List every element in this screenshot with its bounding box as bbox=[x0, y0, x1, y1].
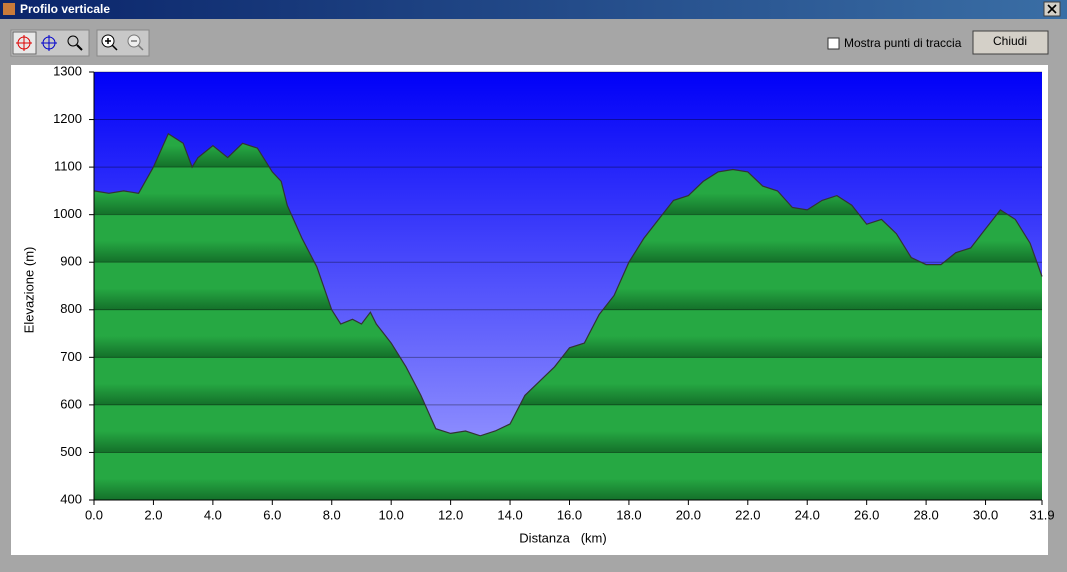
tool-cursor-blue[interactable] bbox=[41, 35, 57, 51]
chart: 400 500 600 700 800 900 1000 1100 1200 1300 0.0 2.0… bbox=[53, 63, 1055, 522]
checkbox-label[interactable]: Mostra punti di traccia bbox=[844, 36, 962, 50]
y-tick-label: 1200 bbox=[53, 111, 82, 126]
x-tick-label: 22.0 bbox=[735, 507, 760, 522]
x-tick-label: 12.0 bbox=[438, 507, 463, 522]
checkbox[interactable] bbox=[827, 37, 840, 50]
elevation-area bbox=[94, 133, 1042, 501]
x-tick-label: 14.0 bbox=[497, 507, 522, 522]
x-tick-label: 10.0 bbox=[379, 507, 404, 522]
y-tick-label: 500 bbox=[60, 444, 82, 459]
toolbar bbox=[10, 29, 150, 57]
y-axis-label: Elevazione (m) bbox=[21, 247, 36, 334]
y-tick-label: 900 bbox=[60, 254, 82, 269]
close-dialog-button[interactable]: Chiudi bbox=[972, 30, 1049, 55]
close-button[interactable] bbox=[1043, 1, 1061, 17]
x-tick-label: 8.0 bbox=[323, 507, 341, 522]
x-tick-label: 20.0 bbox=[676, 507, 701, 522]
x-tick-label: 6.0 bbox=[263, 507, 281, 522]
x-axis-label: Distanza (km) bbox=[519, 530, 606, 545]
y-tick-label: 1000 bbox=[53, 206, 82, 221]
x-tick-label: 16.0 bbox=[557, 507, 582, 522]
tool-zoom-box[interactable] bbox=[67, 35, 83, 51]
x-tick-label: 2.0 bbox=[144, 507, 162, 522]
x-tick-label: 24.0 bbox=[795, 507, 820, 522]
tool-zoom-in[interactable] bbox=[101, 34, 118, 51]
elevation-line bbox=[93, 132, 1043, 437]
x-tick-label: 30.0 bbox=[973, 507, 998, 522]
y-tick-label: 1300 bbox=[53, 63, 82, 78]
x-tick-label: 4.0 bbox=[204, 507, 222, 522]
x-tick-label: 18.0 bbox=[616, 507, 641, 522]
x-tick-label: 28.0 bbox=[913, 507, 938, 522]
y-tick-label: 600 bbox=[60, 396, 82, 411]
x-tick-label: 26.0 bbox=[854, 507, 879, 522]
x-tick-label: 0.0 bbox=[85, 507, 103, 522]
tool-cursor-red[interactable] bbox=[12, 31, 37, 55]
button-label[interactable]: Chiudi bbox=[993, 34, 1027, 48]
window-title: Profilo verticale bbox=[20, 2, 110, 16]
tool-zoom-out[interactable] bbox=[127, 34, 144, 51]
y-tick-label: 1100 bbox=[54, 159, 82, 174]
y-tick-label: 700 bbox=[60, 349, 82, 364]
y-tick-label: 400 bbox=[60, 491, 82, 506]
title-bar bbox=[0, 0, 1067, 19]
x-tick-label: 31.9 bbox=[1029, 507, 1054, 522]
y-tick-label: 800 bbox=[60, 301, 82, 316]
app-icon bbox=[3, 3, 15, 15]
